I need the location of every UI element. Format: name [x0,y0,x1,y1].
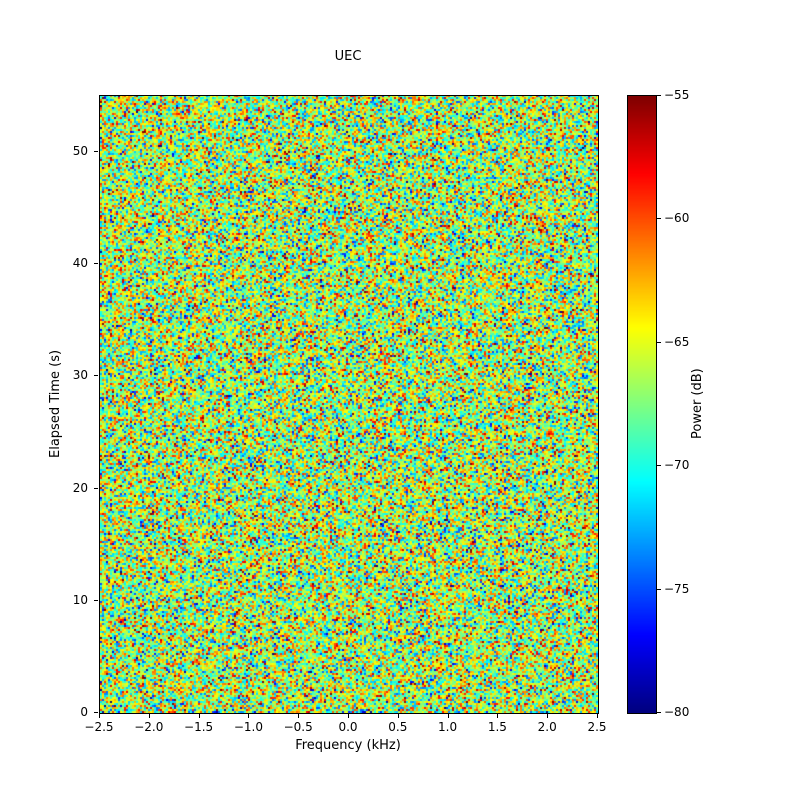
x-tick-label: 2.0 [537,720,557,734]
x-tick-label: −1.5 [184,720,214,734]
y-tick-mark [94,151,98,153]
colorbar-tick-mark [657,712,661,713]
x-tick-label: −2.5 [84,720,114,734]
y-tick-mark [94,375,98,377]
x-tick-label: 1.0 [438,720,458,734]
y-tick-label: 0 [80,705,88,719]
y-tick-label: 50 [72,144,88,159]
colorbar-tick-mark [657,218,661,220]
y-tick-label: 30 [72,368,88,383]
colorbar-tick-label: −75 [664,581,690,596]
x-tick-mark [148,714,150,718]
x-tick-mark [547,714,549,718]
colorbar-tick-mark [657,588,661,590]
y-tick-label: 40 [72,256,88,271]
colorbar-tick-mark [657,465,661,467]
x-tick-mark [447,714,449,718]
x-tick-label: 1.5 [487,720,507,734]
x-axis-label: Frequency (kHz) [295,738,401,753]
colorbar-tick-label: −55 [664,88,690,102]
colorbar-canvas [628,96,656,713]
colorbar-tick-label: −80 [664,705,690,719]
y-axis-label: Elapsed Time (s) [48,349,63,458]
x-tick-mark [99,714,100,718]
y-tick-label: 20 [72,480,88,495]
x-tick-mark [348,714,349,718]
colorbar-label: Power (dB) [690,368,705,439]
colorbar-tick-label: −60 [664,211,690,226]
x-tick-mark [298,714,300,718]
y-tick-mark [94,263,98,265]
heatmap-plot-area [99,95,599,714]
x-tick-label: 2.5 [587,720,607,734]
colorbar [627,95,657,714]
x-tick-label: −1.0 [233,720,263,734]
y-tick-label: 10 [72,592,88,607]
x-tick-mark [248,714,250,718]
colorbar-tick-label: −65 [664,334,690,349]
colorbar-tick-label: −70 [664,458,690,473]
y-tick-mark [94,712,98,713]
x-tick-label: −0.5 [283,720,313,734]
y-tick-mark [94,599,98,601]
y-tick-mark [94,487,98,489]
colorbar-tick-mark [657,341,661,343]
x-tick-mark [198,714,200,718]
x-tick-label: −2.0 [134,720,164,734]
colorbar-tick-mark [657,95,661,96]
x-tick-mark [497,714,499,718]
x-tick-mark [597,714,598,718]
x-tick-label: 0.0 [338,720,358,734]
x-tick-label: 0.5 [388,720,408,734]
plot-title: UEC [334,49,362,64]
x-tick-mark [397,714,399,718]
spectrogram-heatmap-canvas [100,96,598,713]
